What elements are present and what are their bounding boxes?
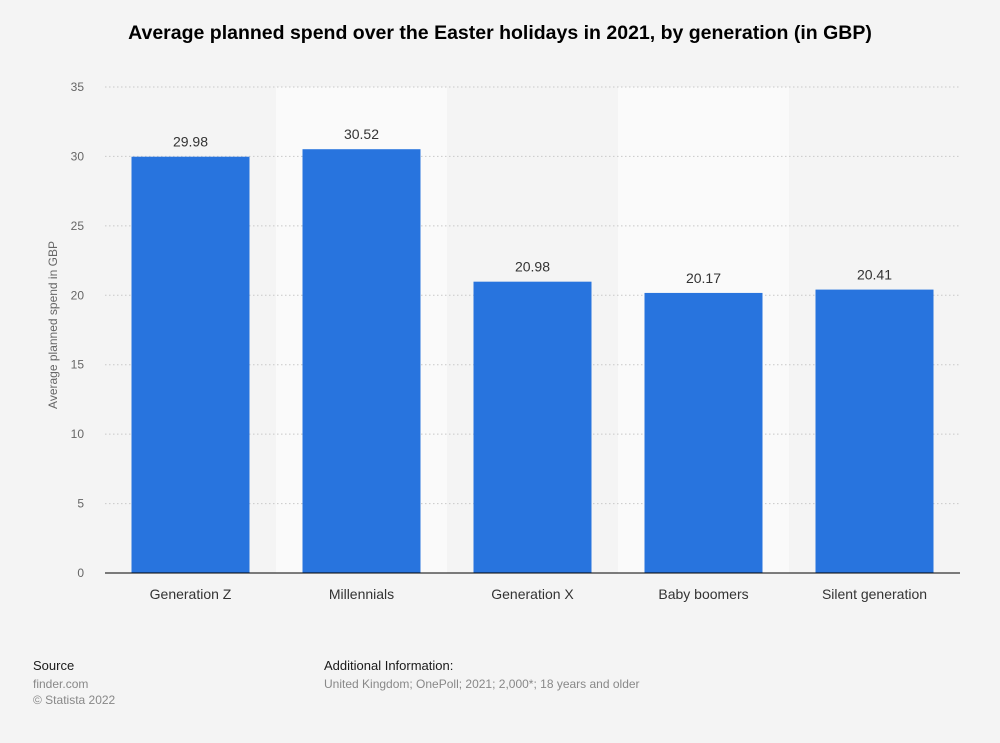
y-tick-label: 0 — [77, 566, 84, 580]
y-axis-label: Average planned spend in GBP — [46, 241, 60, 409]
bar[interactable] — [131, 156, 250, 573]
bar-chart: 0 5 10 15 20 25 30 35 29.98 30.52 20.98 20.17 20.41… — [46, 80, 960, 602]
info-text: United Kingdom; OnePoll; 2021; 2,000*; 1… — [324, 677, 640, 691]
value-label: 20.98 — [515, 259, 550, 275]
additional-info-block: Additional Information: United Kingdom; … — [324, 658, 640, 692]
bar[interactable] — [815, 289, 934, 573]
value-label: 29.98 — [173, 134, 208, 150]
x-tick-label: Baby boomers — [658, 586, 748, 602]
y-tick-label: 35 — [71, 80, 85, 94]
source-block: Source finder.com © Statista 2022 — [33, 658, 115, 708]
y-tick-label: 10 — [71, 427, 85, 441]
bar[interactable] — [473, 281, 592, 573]
bar[interactable] — [302, 149, 421, 573]
value-labels: 29.98 30.52 20.98 20.17 20.41 — [173, 126, 892, 286]
x-tick-label: Generation X — [491, 586, 574, 602]
y-tick-label: 15 — [71, 358, 85, 372]
bar[interactable] — [644, 292, 763, 573]
x-tick-label: Silent generation — [822, 586, 927, 602]
y-tick-label: 20 — [71, 288, 85, 302]
value-label: 20.41 — [857, 267, 892, 283]
value-label: 30.52 — [344, 126, 379, 142]
y-tick-label: 25 — [71, 219, 85, 233]
chart-title: Average planned spend over the Easter ho… — [128, 22, 872, 44]
bars — [131, 149, 934, 573]
value-label: 20.17 — [686, 270, 721, 286]
source-heading: Source — [33, 658, 75, 673]
source-line-1[interactable]: finder.com — [33, 677, 89, 691]
y-tick-label: 30 — [71, 149, 85, 163]
x-tick-label: Millennials — [329, 586, 394, 602]
y-tick-labels: 0 5 10 15 20 25 30 35 — [71, 80, 85, 580]
x-tick-labels: Generation Z Millennials Generation X Baby … — [150, 586, 927, 602]
y-tick-label: 5 — [77, 497, 84, 511]
x-tick-label: Generation Z — [150, 586, 232, 602]
info-heading: Additional Information: — [324, 658, 454, 673]
source-line-2[interactable]: © Statista 2022 — [33, 693, 116, 707]
